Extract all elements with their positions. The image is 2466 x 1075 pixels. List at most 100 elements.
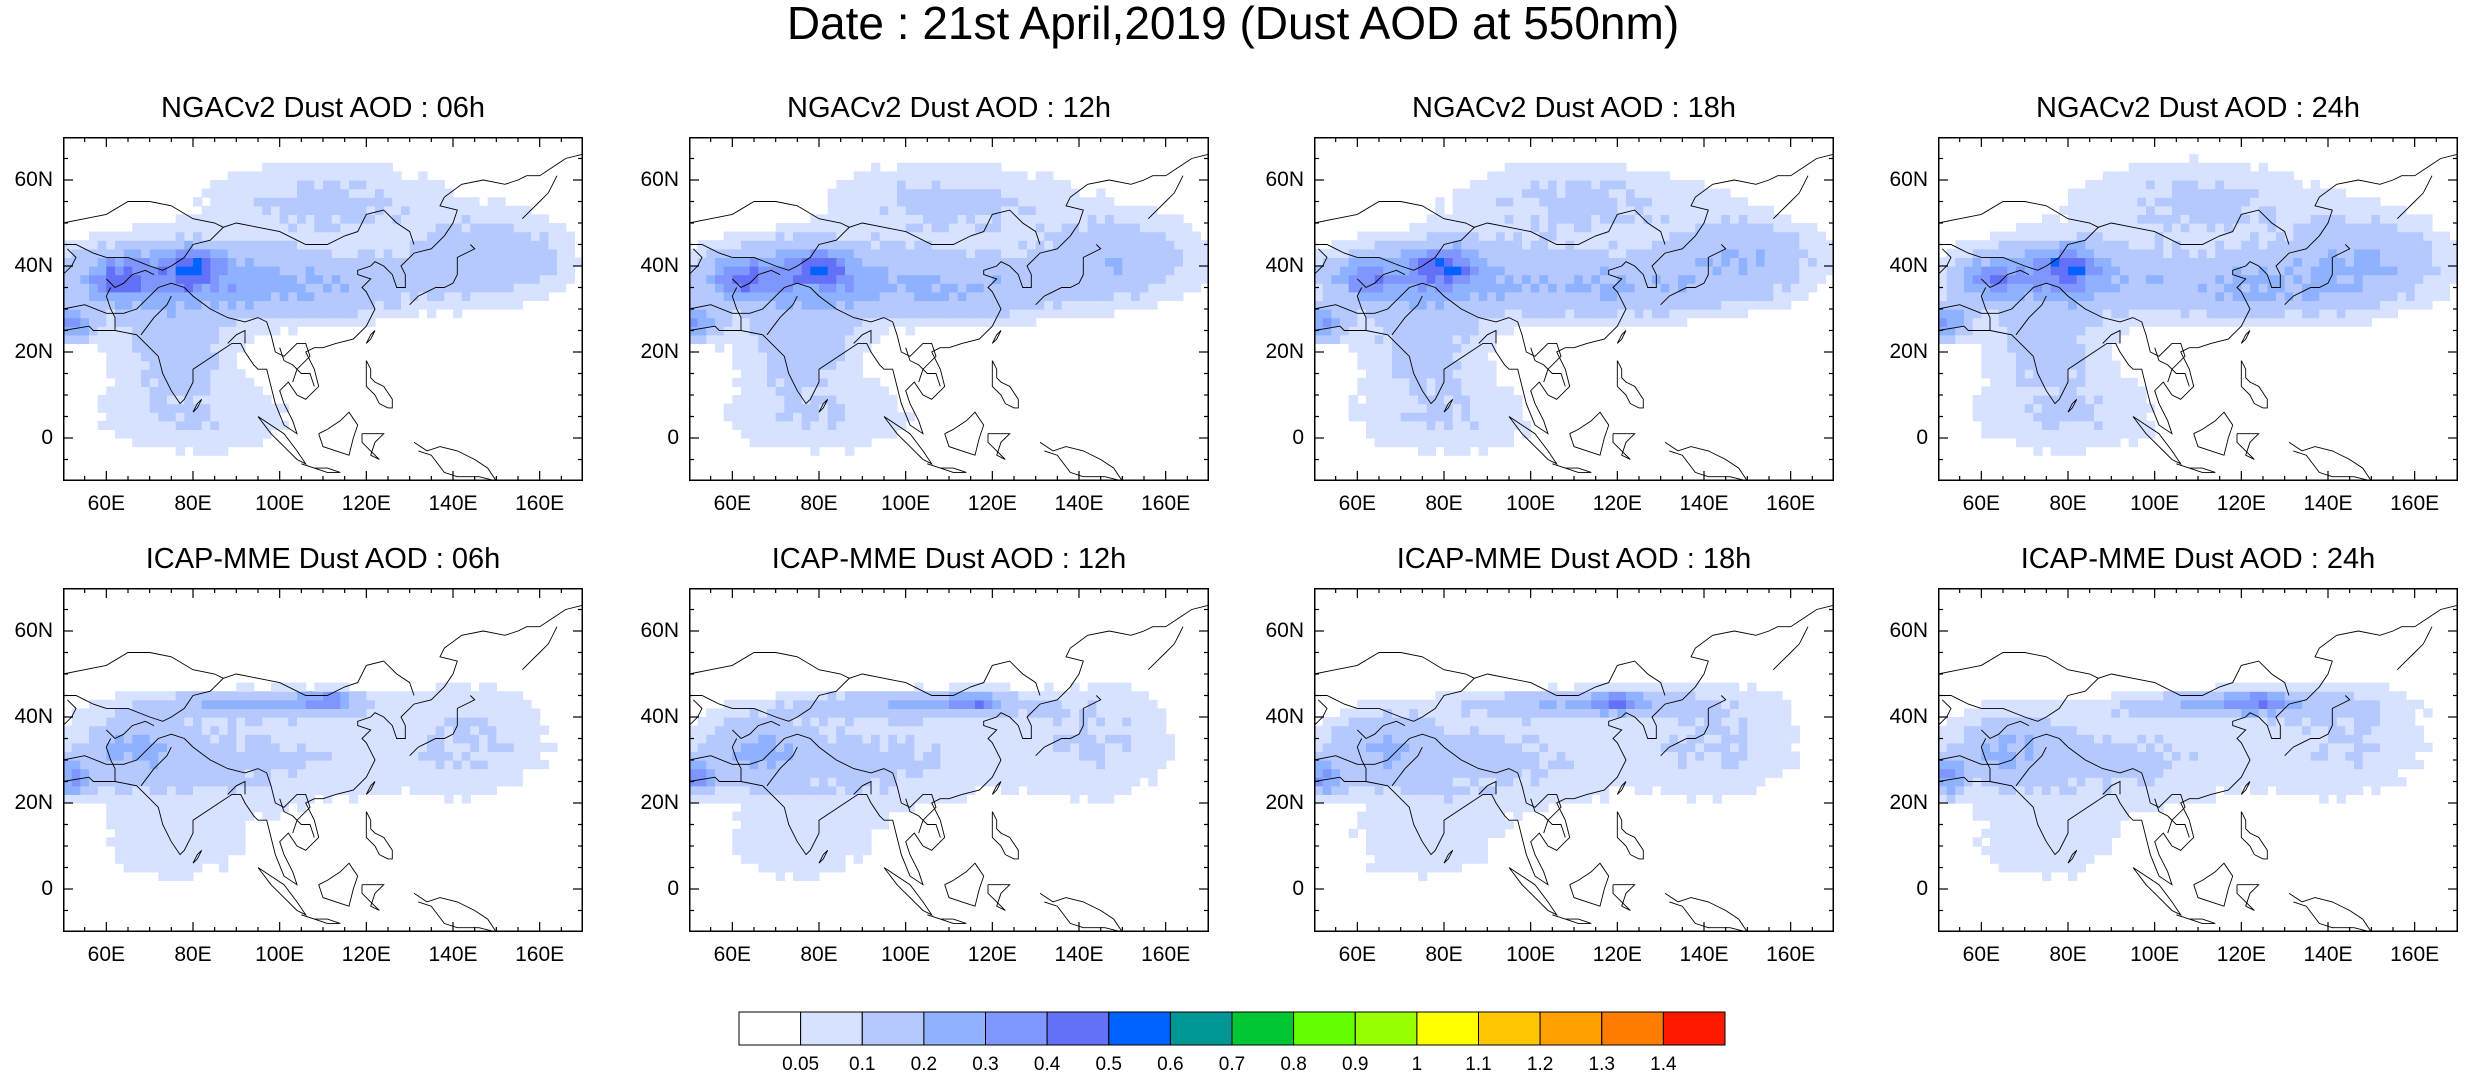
map-panel bbox=[1314, 588, 1834, 932]
y-tick-label: 20N bbox=[1252, 341, 1304, 363]
y-tick-label: 60N bbox=[1876, 620, 1928, 642]
x-tick-label: 140E bbox=[1044, 944, 1114, 966]
x-tick-label: 80E bbox=[1409, 493, 1479, 515]
y-tick-label: 60N bbox=[1, 620, 53, 642]
x-tick-label: 160E bbox=[505, 493, 575, 515]
panel-title: ICAP-MME Dust AOD : 12h bbox=[669, 544, 1229, 574]
y-tick-label: 20N bbox=[627, 792, 679, 814]
y-tick-label: 20N bbox=[1, 792, 53, 814]
y-tick-label: 40N bbox=[1, 706, 53, 728]
panel-title: NGACv2 Dust AOD : 18h bbox=[1294, 93, 1854, 123]
y-tick-label: 0 bbox=[1252, 427, 1304, 449]
colorbar-tick-label: 1.4 bbox=[1638, 1055, 1688, 1075]
colorbar-tick-label: 0.3 bbox=[961, 1055, 1011, 1075]
map-panel bbox=[63, 137, 583, 481]
x-tick-label: 120E bbox=[1582, 944, 1652, 966]
x-tick-label: 60E bbox=[697, 493, 767, 515]
x-tick-label: 140E bbox=[1669, 944, 1739, 966]
y-tick-label: 0 bbox=[1, 878, 53, 900]
x-tick-label: 100E bbox=[2120, 493, 2190, 515]
colorbar-tick-label: 0.4 bbox=[1022, 1055, 1072, 1075]
colorbar-box bbox=[1540, 1012, 1602, 1045]
x-tick-label: 100E bbox=[871, 944, 941, 966]
x-tick-label: 60E bbox=[71, 493, 141, 515]
colorbar-box bbox=[1602, 1012, 1664, 1045]
x-tick-label: 120E bbox=[2206, 944, 2276, 966]
y-tick-label: 60N bbox=[1252, 169, 1304, 191]
y-tick-label: 60N bbox=[627, 620, 679, 642]
colorbar bbox=[738, 1011, 1728, 1047]
x-tick-label: 140E bbox=[2293, 944, 2363, 966]
x-tick-label: 120E bbox=[957, 493, 1027, 515]
y-tick-label: 40N bbox=[1876, 255, 1928, 277]
y-tick-label: 20N bbox=[1876, 341, 1928, 363]
map-panel bbox=[1938, 588, 2458, 932]
x-tick-label: 160E bbox=[1756, 944, 1826, 966]
x-tick-label: 140E bbox=[418, 493, 488, 515]
panel-title: NGACv2 Dust AOD : 12h bbox=[669, 93, 1229, 123]
y-tick-label: 60N bbox=[1, 169, 53, 191]
colorbar-tick-label: 0.5 bbox=[1084, 1055, 1134, 1075]
dust-aod-field bbox=[1314, 683, 1800, 881]
x-tick-label: 160E bbox=[1131, 944, 1201, 966]
x-tick-label: 160E bbox=[2380, 944, 2450, 966]
map-panel bbox=[1938, 137, 2458, 481]
colorbar-box bbox=[862, 1012, 924, 1045]
colorbar-box bbox=[801, 1012, 863, 1045]
y-tick-label: 0 bbox=[1876, 878, 1928, 900]
y-tick-label: 20N bbox=[1876, 792, 1928, 814]
x-tick-label: 60E bbox=[697, 944, 767, 966]
panel-title: ICAP-MME Dust AOD : 18h bbox=[1294, 544, 1854, 574]
colorbar-tick-label: 1 bbox=[1392, 1055, 1442, 1075]
x-tick-label: 60E bbox=[1322, 493, 1392, 515]
x-tick-label: 80E bbox=[784, 944, 854, 966]
panel-title: NGACv2 Dust AOD : 06h bbox=[43, 93, 603, 123]
x-tick-label: 60E bbox=[1946, 493, 2016, 515]
x-tick-label: 80E bbox=[784, 493, 854, 515]
colorbar-box bbox=[1355, 1012, 1417, 1045]
colorbar-tick-label: 1.2 bbox=[1515, 1055, 1565, 1075]
x-tick-label: 120E bbox=[1582, 493, 1652, 515]
main-title: Date : 21st April,2019 (Dust AOD at 550n… bbox=[0, 0, 2466, 46]
y-tick-label: 60N bbox=[627, 169, 679, 191]
colorbar-box bbox=[1294, 1012, 1356, 1045]
y-tick-label: 20N bbox=[1, 341, 53, 363]
x-tick-label: 140E bbox=[1044, 493, 1114, 515]
y-tick-label: 40N bbox=[1252, 706, 1304, 728]
y-tick-label: 40N bbox=[627, 706, 679, 728]
x-tick-label: 100E bbox=[245, 493, 315, 515]
x-tick-label: 100E bbox=[1496, 944, 1566, 966]
dust-aod-field bbox=[63, 163, 583, 456]
y-tick-label: 20N bbox=[627, 341, 679, 363]
colorbar-box bbox=[986, 1012, 1048, 1045]
y-tick-label: 0 bbox=[627, 878, 679, 900]
x-tick-label: 140E bbox=[418, 944, 488, 966]
x-tick-label: 140E bbox=[2293, 493, 2363, 515]
x-tick-label: 160E bbox=[2380, 493, 2450, 515]
colorbar-box bbox=[1663, 1012, 1725, 1045]
dust-aod-field bbox=[689, 163, 1209, 456]
colorbar-tick-label: 0.6 bbox=[1145, 1055, 1195, 1075]
colorbar-box bbox=[1479, 1012, 1541, 1045]
x-tick-label: 60E bbox=[1946, 944, 2016, 966]
x-tick-label: 80E bbox=[158, 944, 228, 966]
map-panel bbox=[689, 588, 1209, 932]
map-panel bbox=[1314, 137, 1834, 481]
x-tick-label: 120E bbox=[2206, 493, 2276, 515]
colorbar-box bbox=[1170, 1012, 1232, 1045]
x-tick-label: 160E bbox=[1131, 493, 1201, 515]
colorbar-tick-label: 0.2 bbox=[899, 1055, 949, 1075]
y-tick-label: 0 bbox=[627, 427, 679, 449]
colorbar-tick-label: 1.1 bbox=[1454, 1055, 1504, 1075]
y-tick-label: 0 bbox=[1252, 878, 1304, 900]
colorbar-box bbox=[739, 1012, 801, 1045]
y-tick-label: 60N bbox=[1252, 620, 1304, 642]
y-tick-label: 20N bbox=[1252, 792, 1304, 814]
x-tick-label: 60E bbox=[1322, 944, 1392, 966]
colorbar-tick-label: 1.3 bbox=[1577, 1055, 1627, 1075]
colorbar-box bbox=[1232, 1012, 1294, 1045]
y-tick-label: 40N bbox=[627, 255, 679, 277]
map-panel bbox=[689, 137, 1209, 481]
y-tick-label: 60N bbox=[1876, 169, 1928, 191]
x-tick-label: 100E bbox=[2120, 944, 2190, 966]
